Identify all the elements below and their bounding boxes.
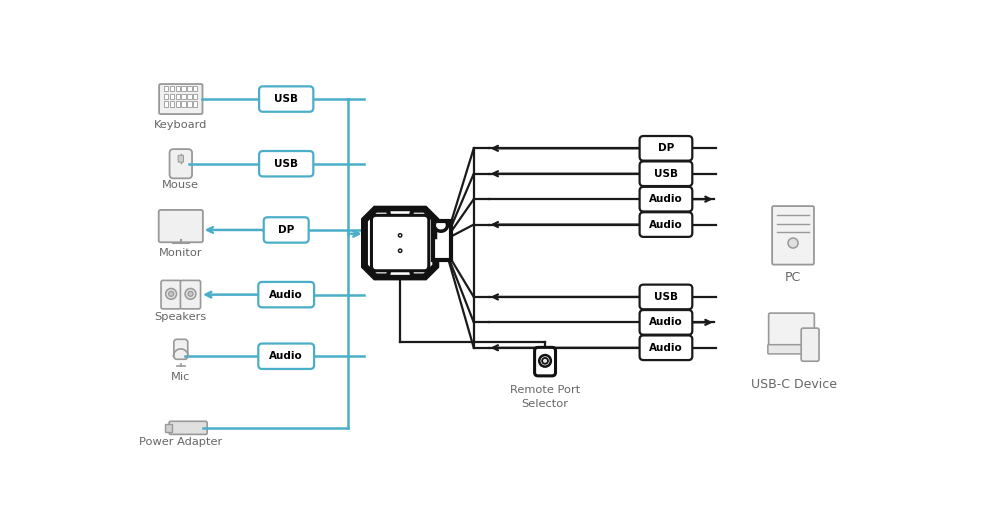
- Circle shape: [542, 358, 548, 364]
- Text: Audio: Audio: [649, 220, 683, 229]
- FancyBboxPatch shape: [772, 206, 814, 265]
- FancyBboxPatch shape: [640, 285, 692, 309]
- Bar: [176, 86, 180, 91]
- Bar: [181, 94, 186, 99]
- FancyBboxPatch shape: [259, 86, 313, 112]
- Circle shape: [188, 291, 193, 296]
- Bar: [181, 86, 186, 91]
- Circle shape: [398, 234, 402, 237]
- FancyBboxPatch shape: [640, 187, 692, 212]
- Bar: [176, 101, 180, 107]
- FancyBboxPatch shape: [258, 343, 314, 369]
- Text: Speakers: Speakers: [155, 312, 207, 321]
- FancyBboxPatch shape: [640, 310, 692, 335]
- Bar: [165, 424, 172, 432]
- Text: Mouse: Mouse: [162, 180, 199, 190]
- Bar: [170, 101, 174, 107]
- Text: Remote Port
Selector: Remote Port Selector: [510, 385, 580, 409]
- Bar: [164, 86, 168, 91]
- Text: USB: USB: [654, 292, 678, 302]
- FancyBboxPatch shape: [535, 347, 556, 376]
- FancyBboxPatch shape: [169, 421, 207, 434]
- Polygon shape: [388, 267, 413, 277]
- Bar: [170, 86, 174, 91]
- Bar: [187, 86, 192, 91]
- Bar: [176, 94, 180, 99]
- FancyBboxPatch shape: [801, 328, 819, 361]
- FancyBboxPatch shape: [640, 212, 692, 237]
- FancyBboxPatch shape: [258, 282, 314, 307]
- Bar: [193, 86, 197, 91]
- FancyBboxPatch shape: [180, 281, 201, 309]
- Bar: [433, 221, 450, 260]
- Text: Power Adapter: Power Adapter: [139, 437, 222, 447]
- Circle shape: [166, 289, 177, 299]
- Circle shape: [398, 249, 402, 252]
- Text: USB-C Device: USB-C Device: [751, 378, 837, 391]
- Text: DP: DP: [658, 143, 674, 153]
- FancyBboxPatch shape: [769, 313, 814, 349]
- Text: DP: DP: [278, 225, 294, 235]
- Bar: [170, 94, 174, 99]
- Bar: [164, 101, 168, 107]
- Text: Audio: Audio: [649, 317, 683, 328]
- FancyBboxPatch shape: [768, 345, 815, 354]
- Bar: [164, 94, 168, 99]
- FancyBboxPatch shape: [640, 136, 692, 160]
- FancyBboxPatch shape: [259, 151, 313, 176]
- Polygon shape: [388, 209, 413, 219]
- Text: PC: PC: [785, 271, 801, 284]
- FancyBboxPatch shape: [371, 215, 429, 271]
- FancyBboxPatch shape: [159, 210, 203, 242]
- Bar: [193, 101, 197, 107]
- Polygon shape: [364, 209, 436, 277]
- Circle shape: [185, 289, 196, 299]
- FancyBboxPatch shape: [161, 281, 181, 309]
- Text: Audio: Audio: [269, 351, 303, 361]
- Text: Keyboard: Keyboard: [154, 120, 207, 130]
- FancyBboxPatch shape: [159, 84, 202, 114]
- Circle shape: [539, 355, 551, 366]
- Text: USB: USB: [274, 94, 298, 104]
- Bar: [187, 101, 192, 107]
- FancyBboxPatch shape: [178, 155, 184, 162]
- Bar: [193, 94, 197, 99]
- Text: Monitor: Monitor: [159, 248, 203, 259]
- Text: Audio: Audio: [269, 290, 303, 299]
- Circle shape: [169, 291, 174, 296]
- Text: USB: USB: [654, 169, 678, 179]
- Bar: [181, 101, 186, 107]
- Text: USB: USB: [274, 159, 298, 169]
- FancyBboxPatch shape: [640, 161, 692, 186]
- FancyBboxPatch shape: [170, 149, 192, 178]
- Bar: [187, 94, 192, 99]
- Text: Audio: Audio: [649, 343, 683, 353]
- FancyBboxPatch shape: [264, 217, 309, 243]
- FancyBboxPatch shape: [174, 339, 188, 359]
- Text: Audio: Audio: [649, 194, 683, 204]
- Circle shape: [788, 238, 798, 248]
- Text: Mic: Mic: [171, 371, 190, 382]
- FancyBboxPatch shape: [640, 335, 692, 360]
